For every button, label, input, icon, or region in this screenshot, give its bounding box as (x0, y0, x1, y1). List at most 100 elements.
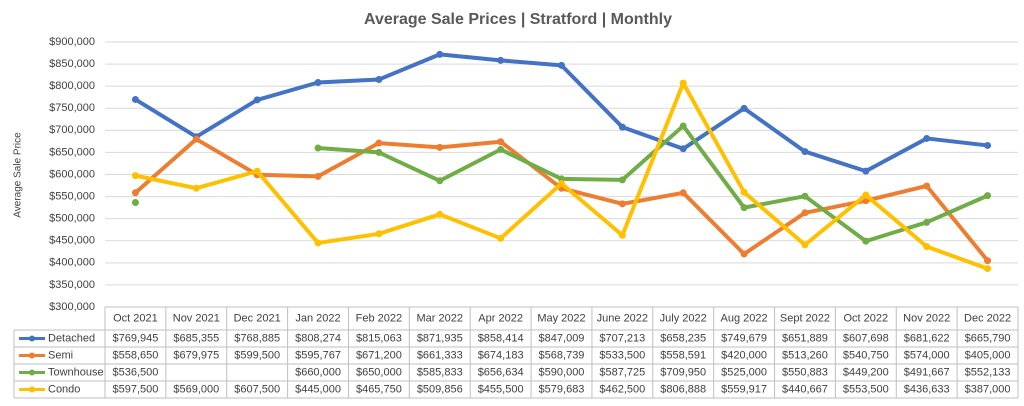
legend-label: Detached (48, 332, 95, 344)
point-marker (984, 257, 992, 265)
point-marker (558, 179, 565, 187)
y-tick-label: $550,000 (49, 190, 95, 202)
point-marker (497, 145, 505, 153)
point-marker (314, 144, 322, 152)
point-marker (131, 95, 139, 103)
table-value: $847,009 (539, 332, 585, 344)
point-marker (436, 177, 444, 185)
x-tick-label: Mar 2022 (417, 312, 463, 324)
table-value: $665,790 (965, 332, 1011, 344)
point-marker (314, 172, 322, 180)
x-tick-label: May 2022 (537, 312, 585, 324)
table-value: $558,591 (660, 349, 706, 361)
point-marker (984, 265, 992, 273)
y-tick-label: $850,000 (49, 58, 95, 70)
point-marker (801, 241, 809, 249)
table-value: $661,333 (417, 349, 463, 361)
table-value: $440,667 (782, 383, 828, 395)
table-value: $509,856 (417, 383, 463, 395)
y-tick-label: $400,000 (49, 257, 95, 269)
table-value: $607,500 (234, 383, 280, 395)
point-marker (253, 96, 261, 104)
table-value: $559,917 (721, 383, 767, 395)
point-marker (375, 148, 383, 156)
table-value: $587,725 (599, 366, 645, 378)
point-marker (436, 210, 444, 218)
table-value: $660,000 (295, 366, 341, 378)
legend-swatch-marker (29, 335, 35, 342)
x-tick-label: Sept 2022 (780, 312, 830, 324)
table-value: $553,500 (843, 383, 889, 395)
x-tick-label: Dec 2021 (234, 312, 281, 324)
point-marker (192, 135, 200, 143)
table-value: $525,000 (721, 366, 767, 378)
table-value: $595,767 (295, 349, 341, 361)
table-value: $685,355 (173, 332, 219, 344)
point-marker (923, 134, 931, 142)
legend-label: Semi (48, 349, 73, 361)
table-value: $462,500 (599, 383, 645, 395)
point-marker (740, 250, 748, 258)
table-value: $491,667 (904, 366, 950, 378)
y-tick-label: $300,000 (49, 301, 95, 313)
x-tick-label: Nov 2021 (173, 312, 220, 324)
x-tick-label: Jan 2022 (295, 312, 340, 324)
point-marker (375, 230, 383, 238)
table-value: $585,833 (417, 366, 463, 378)
legend-label: Townhouse (48, 366, 104, 378)
table-value: $550,883 (782, 366, 828, 378)
table-value: $871,935 (417, 332, 463, 344)
table-value: $579,683 (539, 383, 585, 395)
point-marker (131, 172, 139, 180)
point-marker (436, 50, 444, 58)
table-value: $769,945 (112, 332, 158, 344)
y-tick-label: $450,000 (49, 235, 95, 247)
table-value: $599,500 (234, 349, 280, 361)
legend-swatch-marker (29, 386, 35, 393)
table-value: $650,000 (356, 366, 402, 378)
x-tick-label: Oct 2021 (113, 312, 158, 324)
table-value: $445,000 (295, 383, 341, 395)
point-marker (131, 199, 139, 207)
legend-label: Condo (48, 383, 80, 395)
y-tick-label: $350,000 (49, 279, 95, 291)
point-marker (862, 237, 870, 245)
table-value: $858,414 (478, 332, 524, 344)
point-marker (984, 192, 992, 200)
table-value: $815,063 (356, 332, 402, 344)
table-value: $552,133 (965, 366, 1011, 378)
table-value: $707,213 (599, 332, 645, 344)
table-value: $806,888 (660, 383, 706, 395)
table-value: $607,698 (843, 332, 889, 344)
x-tick-label: Nov 2022 (903, 312, 950, 324)
point-marker (618, 231, 626, 239)
table-value: $436,633 (904, 383, 950, 395)
point-marker (131, 189, 139, 197)
point-marker (497, 138, 505, 146)
table-value: $574,000 (904, 349, 950, 361)
point-marker (314, 239, 322, 247)
point-marker (679, 122, 687, 130)
point-marker (984, 141, 992, 149)
table-value: $656,634 (478, 366, 524, 378)
table-value: $420,000 (721, 349, 767, 361)
table-value: $540,750 (843, 349, 889, 361)
point-marker (558, 61, 565, 69)
point-marker (740, 204, 748, 212)
point-marker (923, 182, 931, 190)
table-value: $558,650 (112, 349, 158, 361)
point-marker (618, 200, 626, 208)
y-tick-label: $500,000 (49, 213, 95, 225)
table-value: $674,183 (478, 349, 524, 361)
y-tick-label: $750,000 (49, 102, 95, 114)
point-marker (923, 218, 931, 226)
series-line (133, 52, 990, 174)
x-tick-label: Aug 2022 (721, 312, 768, 324)
point-marker (801, 148, 809, 156)
series-line (316, 123, 990, 244)
point-marker (497, 234, 505, 242)
table-value: $449,200 (843, 366, 889, 378)
table-value: $590,000 (539, 366, 585, 378)
